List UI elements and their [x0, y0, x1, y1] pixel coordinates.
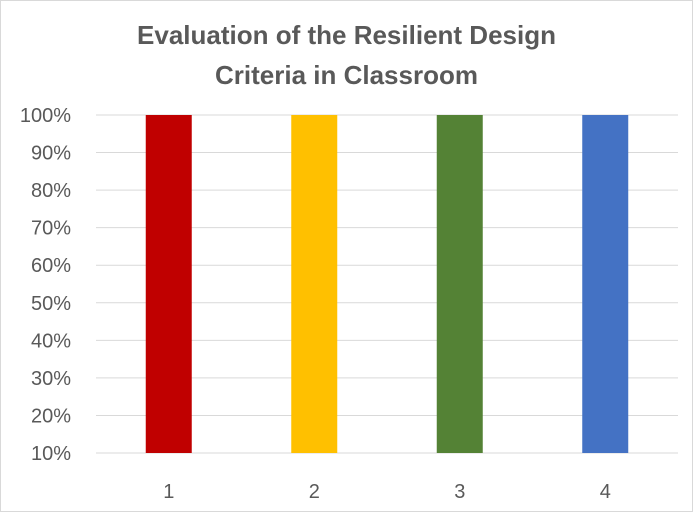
y-tick-label: 90%: [31, 143, 71, 165]
x-tick-label: 2: [309, 481, 320, 503]
chart-title: Evaluation of the Resilient Design Crite…: [1, 15, 692, 95]
bar-3: [436, 115, 483, 453]
bar-1: [145, 115, 192, 453]
y-tick-label: 60%: [31, 255, 71, 277]
y-tick-label: 50%: [31, 293, 71, 315]
chart-title-line-1: Evaluation of the Resilient Design: [137, 20, 556, 50]
y-tick-label: 70%: [31, 218, 71, 240]
bar-4: [582, 115, 629, 453]
y-tick-label: 10%: [31, 443, 71, 465]
x-tick-label: 1: [163, 481, 174, 503]
x-tick-label: 3: [454, 481, 465, 503]
y-tick-label: 100%: [20, 105, 71, 127]
bar-2: [291, 115, 338, 453]
chart-title-line-2: Criteria in Classroom: [215, 60, 478, 90]
y-tick-label: 80%: [31, 180, 71, 202]
x-tick-label: 4: [600, 481, 611, 503]
y-tick-label: 30%: [31, 368, 71, 390]
y-tick-label: 40%: [31, 330, 71, 352]
y-tick-label: 20%: [31, 405, 71, 427]
